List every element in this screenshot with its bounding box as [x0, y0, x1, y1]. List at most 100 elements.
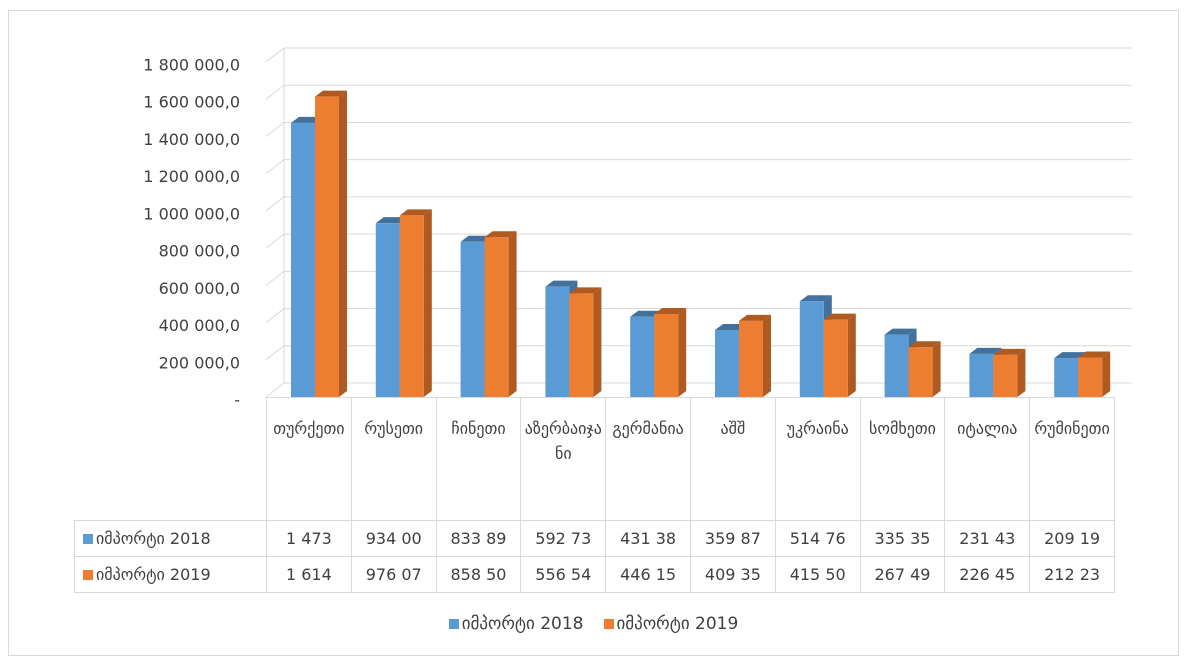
- series-name: იმპორტი 2018: [96, 529, 211, 548]
- bar: [315, 96, 339, 397]
- bar-top: [739, 314, 771, 321]
- bar-side: [1102, 351, 1111, 397]
- data-label: 556 54: [520, 556, 607, 593]
- bar-side: [1017, 348, 1026, 397]
- x-tick-label: უკრაინა: [774, 397, 861, 521]
- bar-top: [545, 280, 578, 287]
- data-table: თურქეთი რუსეთი ჩინეთი აზერბაიჯანი გერმანია აშ…: [74, 397, 1115, 593]
- bar: [884, 334, 909, 397]
- x-tick-label: რუსეთი: [350, 397, 437, 521]
- grid-line: [265, 159, 1132, 175]
- series-key: იმპორტი 2018: [74, 520, 267, 557]
- bar-top: [654, 307, 687, 314]
- legend-label: იმპორტი 2019: [616, 614, 739, 634]
- data-label: 335 35: [859, 520, 946, 557]
- blank-cell: [75, 398, 267, 521]
- series-name: იმპორტი 2019: [96, 565, 211, 584]
- series-row: იმპორტი 2019 1 614 976 07 858 50 556 54 446 1…: [74, 556, 1115, 593]
- bar-side: [847, 313, 856, 397]
- data-label: 431 38: [605, 520, 691, 557]
- data-label: 934 00: [350, 520, 437, 557]
- data-label: 209 19: [1029, 520, 1115, 557]
- bar-side: [593, 287, 602, 397]
- bar-top: [315, 90, 347, 97]
- bar: [739, 320, 763, 397]
- data-label: 359 87: [689, 520, 776, 557]
- bar-side: [763, 314, 771, 397]
- data-label: 446 15: [605, 556, 691, 593]
- legend-label: იმპორტი 2018: [461, 614, 584, 634]
- x-tick-label: აზერბაიჯანი: [520, 397, 607, 521]
- data-label: 592 73: [520, 520, 607, 557]
- data-label: 1 614: [266, 556, 352, 593]
- bar: [654, 313, 679, 397]
- bar: [1078, 357, 1103, 397]
- bar-top: [399, 209, 432, 216]
- legend-swatch: [603, 619, 614, 629]
- bar: [715, 330, 739, 397]
- x-tick-label: გერმანია: [605, 397, 691, 521]
- legend-item: იმპორტი 2018: [448, 614, 584, 634]
- y-tick-label: 800 000,0: [159, 242, 240, 261]
- bar: [569, 293, 594, 397]
- y-tick-label: 200 000,0: [159, 353, 240, 372]
- y-tick-label: 400 000,0: [159, 316, 240, 335]
- x-tick-label: აშშ: [689, 397, 776, 521]
- series-key: იმპორტი 2019: [74, 556, 267, 593]
- legend-swatch: [83, 534, 93, 544]
- bar-top: [884, 328, 917, 335]
- grid-line: [265, 196, 1132, 212]
- data-label: 833 89: [435, 520, 522, 557]
- bar-top: [1054, 352, 1087, 359]
- series-row: იმპორტი 2018 1 473 934 00 833 89 592 73 431 3…: [74, 520, 1115, 557]
- data-label: 212 23: [1029, 556, 1115, 593]
- bar-side: [508, 231, 517, 397]
- bar-top: [484, 231, 517, 238]
- bar-top: [823, 313, 856, 320]
- bar-side: [678, 307, 687, 397]
- bar-top: [569, 287, 602, 294]
- y-tick-label: 1 400 000,0: [143, 130, 240, 149]
- bar: [993, 354, 1018, 397]
- grid-line: [265, 47, 1132, 63]
- bar: [545, 286, 570, 397]
- legend: იმპორტი 2018 იმპორტი 2019: [0, 614, 1187, 634]
- x-tick-label: რუმინეთი: [1029, 397, 1115, 521]
- data-label: 226 45: [944, 556, 1031, 593]
- bar-top: [908, 341, 941, 348]
- bar-side: [339, 90, 347, 397]
- x-tick-label: სომხეთი: [859, 397, 946, 521]
- x-tick-label: თურქეთი: [266, 397, 352, 521]
- bar: [908, 347, 933, 397]
- bar: [1054, 358, 1079, 397]
- y-tick-label: 1 600 000,0: [143, 93, 240, 112]
- legend-swatch: [83, 570, 93, 580]
- data-label: 514 76: [774, 520, 861, 557]
- data-label: 409 35: [689, 556, 776, 593]
- bar-top: [799, 295, 832, 302]
- grid-line: [265, 121, 1132, 137]
- bar: [375, 223, 400, 397]
- bar: [291, 122, 315, 397]
- bar-top: [1078, 351, 1111, 358]
- bar: [823, 319, 848, 397]
- x-tick-label: იტალია: [944, 397, 1031, 521]
- grid-line: [265, 84, 1132, 100]
- bar-top: [993, 348, 1026, 355]
- bar-side: [423, 209, 432, 397]
- y-tick-label: 600 000,0: [159, 279, 240, 298]
- data-label: 267 49: [859, 556, 946, 593]
- y-tick-label: -: [234, 391, 240, 410]
- bar: [484, 237, 509, 397]
- bar: [460, 241, 485, 397]
- bar-side: [932, 341, 941, 397]
- data-label: 415 50: [774, 556, 861, 593]
- data-label: 858 50: [435, 556, 522, 593]
- x-tick-label: ჩინეთი: [435, 397, 522, 521]
- bar: [399, 215, 424, 397]
- data-label: 1 473: [266, 520, 352, 557]
- y-tick-label: 1 800 000,0: [143, 56, 240, 75]
- bar: [630, 316, 655, 397]
- bar: [969, 353, 994, 397]
